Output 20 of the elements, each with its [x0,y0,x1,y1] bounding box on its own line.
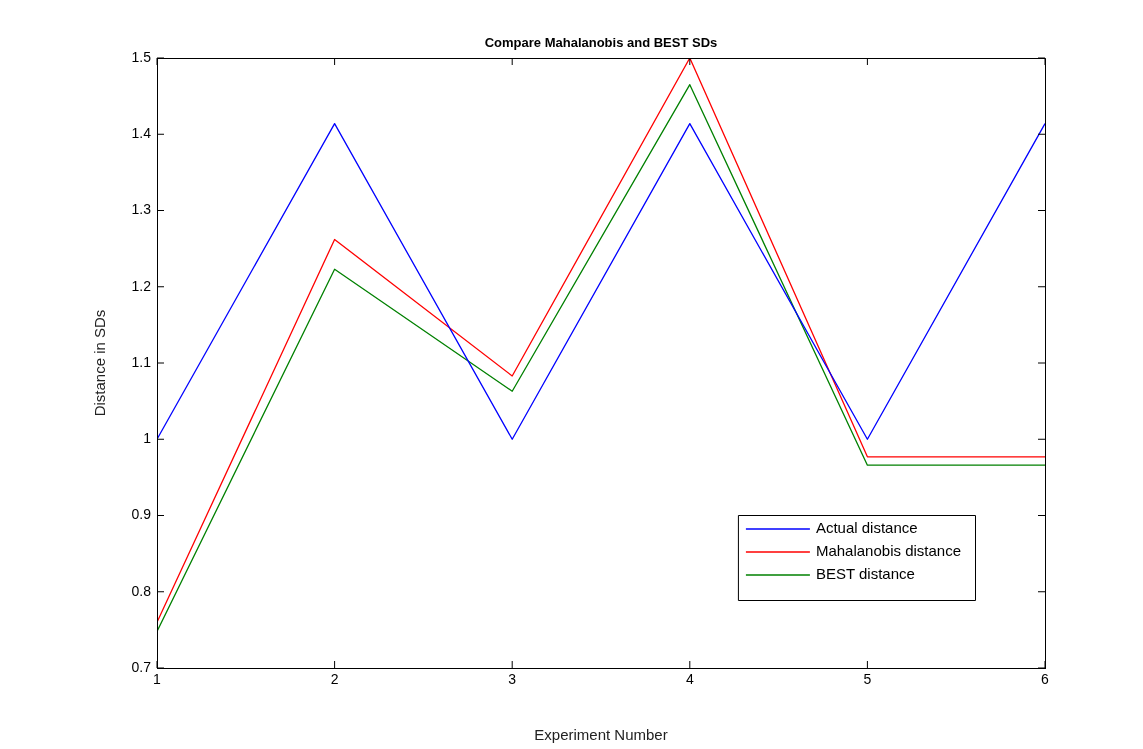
y-tick-label: 1.3 [131,201,152,218]
y-tick-label: 1.1 [131,353,152,370]
y-tick-label: 1.4 [131,125,152,142]
x-tick-label: 4 [685,671,694,688]
x-tick-label: 6 [1041,671,1050,688]
x-tick-label: 5 [863,671,872,688]
legend-label: BEST distance [815,565,915,583]
y-tick-label: 1.2 [131,277,152,294]
y-tick-label: 1 [143,430,152,447]
y-axis-title: Distance in SDs [91,309,109,417]
x-tick-label: 2 [330,671,339,688]
y-tick-label: 0.8 [131,582,152,599]
y-tick-label: 0.9 [131,506,152,523]
legend-label: Actual distance [815,519,918,537]
chart-title: Compare Mahalanobis and BEST SDs [484,35,718,51]
y-tick-label: 0.7 [131,658,152,675]
x-tick-label: 3 [508,671,517,688]
x-axis-title: Experiment Number [534,726,668,744]
legend-label: Mahalanobis distance [815,542,961,560]
y-tick-label: 1.5 [131,48,152,65]
